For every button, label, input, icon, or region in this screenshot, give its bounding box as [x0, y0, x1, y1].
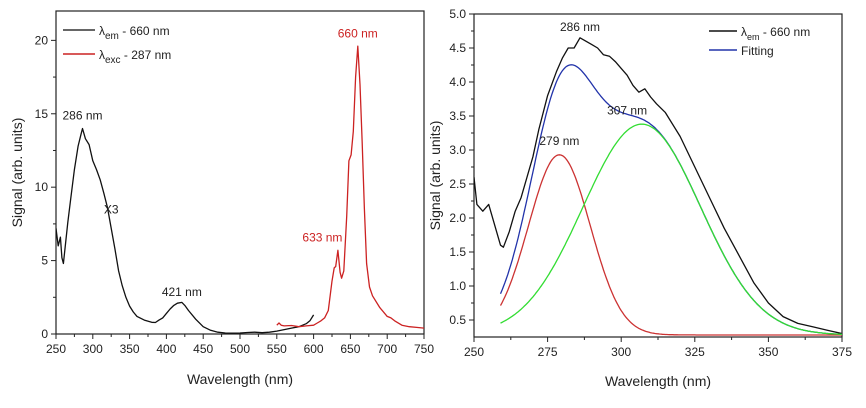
- x-tick-label: 650: [340, 342, 360, 356]
- legend-subscript: em: [105, 31, 119, 42]
- legend-entry-label: λem - 660 nm: [99, 24, 170, 42]
- x-tick-label: 300: [611, 345, 631, 359]
- annotation-label: 279 nm: [539, 134, 579, 148]
- legend-entry-label: Fitting: [741, 44, 774, 58]
- legend-entry-label: λem - 660 nm: [741, 25, 810, 42]
- y-tick-label: 2.5: [449, 177, 466, 191]
- series-line-fitting: [499, 64, 842, 335]
- plot-area: [474, 37, 842, 336]
- series-line--exc-287-nm: [276, 45, 424, 329]
- x-tick-label: 350: [120, 342, 140, 356]
- y-tick-label: 3.0: [449, 143, 466, 157]
- y-axis-title: Signal (arb. units): [9, 118, 25, 228]
- y-tick-label: 4.0: [449, 75, 466, 89]
- legend-text: - 660 nm: [760, 25, 811, 39]
- x-tick-label: 400: [156, 342, 176, 356]
- legend-symbol: λ: [99, 24, 105, 38]
- x-tick-label: 375: [832, 345, 852, 359]
- x-tick-label: 750: [414, 342, 434, 356]
- y-tick-label: 2.0: [449, 211, 466, 225]
- plot-frame: [473, 13, 843, 338]
- y-tick-label: 5: [41, 254, 48, 268]
- annotation-label: X3: [104, 203, 119, 217]
- x-tick-label: 300: [83, 342, 103, 356]
- legend-symbol: λ: [99, 48, 105, 62]
- x-axis-title: Wavelength (nm): [605, 373, 711, 389]
- x-tick-label: 250: [46, 342, 66, 356]
- series-line--em-660-nm: [56, 127, 315, 334]
- annotation-label: 286 nm: [62, 109, 102, 123]
- annotation-label: 286 nm: [560, 20, 600, 34]
- right-fitting-chart: 250 275 300 325 350 375 0.5 1.0 1.5 2.0 2.5 3.0 3.5 4…: [427, 7, 852, 389]
- y-tick-label: 15: [35, 107, 49, 121]
- annotation-label: 421 nm: [162, 285, 202, 299]
- legend-text: - 287 nm: [121, 48, 172, 62]
- y-tick-label: 10: [35, 180, 49, 194]
- series-line-peak-279-nm: [499, 154, 842, 336]
- left-spectrum-chart: 250 300 350 400 450 500 550 600 650 700 750 0 5 10 15 2…: [9, 10, 434, 387]
- x-tick-label: 500: [230, 342, 250, 356]
- annotation-label: 633 nm: [302, 231, 342, 245]
- legend-subscript: exc: [105, 55, 121, 66]
- annotation-label: 660 nm: [338, 26, 378, 40]
- x-tick-label: 275: [538, 345, 558, 359]
- legend-symbol: λ: [741, 25, 747, 39]
- y-tick-label: 5.0: [449, 7, 466, 21]
- x-tick-label: 700: [377, 342, 397, 356]
- plot-area: [56, 45, 424, 334]
- y-tick-label: 1.5: [449, 245, 466, 259]
- legend-subscript: em: [747, 32, 760, 42]
- y-tick-label: 20: [35, 33, 49, 47]
- x-axis-title: Wavelength (nm): [187, 371, 293, 387]
- x-tick-label: 450: [193, 342, 213, 356]
- legend-text: - 660 nm: [119, 24, 170, 38]
- annotation-label: 307 nm: [607, 104, 647, 118]
- x-tick-label: 550: [267, 342, 287, 356]
- y-tick-label: 0: [41, 327, 48, 341]
- y-axis-title: Signal (arb. units): [427, 121, 443, 231]
- x-tick-label: 600: [304, 342, 324, 356]
- legend-entry-label: λexc - 287 nm: [99, 48, 171, 66]
- y-tick-label: 3.5: [449, 109, 466, 123]
- y-tick-label: 1.0: [449, 279, 466, 293]
- x-tick-label: 250: [464, 345, 484, 359]
- series-line-peak-307-nm: [500, 123, 842, 335]
- y-tick-label: 0.5: [449, 313, 466, 327]
- x-tick-label: 325: [685, 345, 705, 359]
- x-tick-label: 350: [758, 345, 778, 359]
- series-line--em-660-nm: [474, 37, 842, 335]
- y-tick-label: 4.5: [449, 41, 466, 55]
